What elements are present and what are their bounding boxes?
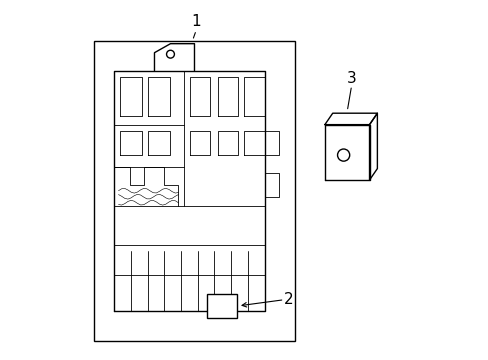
Bar: [206, 294, 237, 318]
Text: 2: 2: [284, 292, 293, 307]
Text: 3: 3: [346, 71, 356, 86]
Text: 1: 1: [191, 14, 201, 28]
Bar: [94, 41, 294, 341]
